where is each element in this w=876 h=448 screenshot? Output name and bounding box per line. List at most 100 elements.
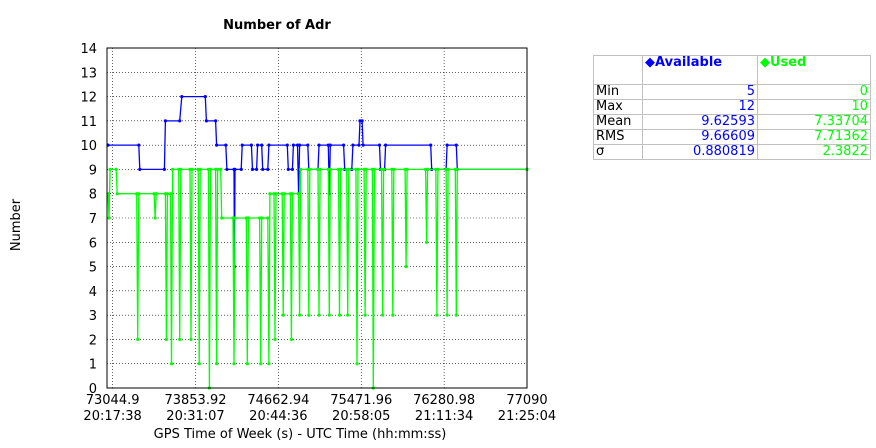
data-point-used (220, 216, 224, 220)
x-tick-label-gps: 75471.96 (330, 393, 392, 408)
data-point-used (364, 167, 368, 171)
data-point-available (255, 167, 259, 171)
y-tick-label: 7 (89, 212, 97, 227)
stats-available-value: 0.880819 (642, 144, 758, 160)
data-point-available (298, 143, 302, 147)
data-point-used (168, 192, 173, 196)
data-point-used (318, 167, 322, 171)
data-point-used (391, 313, 395, 317)
series-layer (106, 95, 529, 390)
data-point-used (219, 167, 223, 171)
data-point-used (327, 313, 331, 317)
y-axis-label: Number (9, 198, 24, 251)
data-point-used (355, 362, 359, 366)
data-point-used (299, 167, 303, 171)
data-point-available (317, 143, 321, 147)
y-tick-label: 14 (80, 42, 97, 57)
data-point-used (233, 216, 237, 220)
y-tick-label: 8 (89, 188, 97, 203)
data-point-used (273, 337, 277, 341)
stats-row-sigma: σ 0.880819 2.3822 (593, 144, 871, 160)
data-point-used (436, 167, 440, 171)
chart-title: Number of Adr (223, 18, 331, 33)
data-point-used (347, 167, 351, 171)
data-point-available (162, 167, 166, 171)
data-point-available (291, 143, 295, 147)
stats-available-value: 9.62593 (642, 114, 758, 130)
data-point-used (297, 192, 301, 196)
data-point-used (317, 313, 321, 317)
x-tick-label-utc: 21:25:04 (498, 409, 556, 424)
data-point-used (164, 337, 168, 341)
data-point-used (382, 167, 386, 171)
data-point-available (260, 143, 264, 147)
data-point-available (249, 143, 253, 147)
data-point-used (266, 216, 270, 220)
x-axis-label: GPS Time of Week (s) - UTC Time (hh:mm:s… (154, 427, 447, 442)
x-tick-label-gps: 73853.92 (164, 393, 226, 408)
data-point-used (405, 167, 409, 171)
stats-header-available-text: Available (655, 55, 723, 70)
data-point-used (114, 167, 118, 171)
data-point-used (154, 192, 158, 196)
y-tick-label: 1 (89, 358, 97, 373)
stats-used-value: 7.33704 (757, 114, 871, 130)
data-point-used (216, 167, 220, 171)
data-point-used (381, 313, 385, 317)
data-point-used (455, 167, 459, 171)
data-point-used (215, 362, 219, 366)
stats-used-value: 2.3822 (757, 144, 871, 160)
data-point-available (224, 143, 228, 147)
data-point-used (153, 216, 157, 220)
stats-used-value: 0 (757, 84, 871, 100)
y-tick-label: 12 (80, 91, 97, 106)
data-point-available (360, 119, 364, 123)
data-point-available (163, 119, 167, 123)
stats-used-value: 10 (757, 99, 871, 115)
data-point-available (233, 167, 237, 171)
data-point-available (214, 119, 218, 123)
stats-used-value: 7.71362 (757, 129, 871, 145)
data-point-used (107, 216, 111, 220)
data-point-used (108, 167, 112, 171)
data-point-used (454, 313, 458, 317)
y-tick-label: 2 (89, 333, 97, 348)
stats-header-available: ◆Available (642, 55, 758, 85)
x-tick-labels: 73044.920:17:3873853.9220:31:0774662.942… (83, 393, 556, 424)
data-point-available (342, 143, 346, 147)
x-tick-label-gps: 74662.94 (247, 393, 309, 408)
data-point-available (239, 167, 243, 171)
data-point-available (250, 167, 255, 171)
data-point-used (426, 167, 430, 171)
data-point-available (261, 167, 265, 171)
stats-available-value: 5 (642, 84, 758, 100)
plot-frame (106, 47, 528, 389)
data-point-used (267, 362, 271, 366)
data-point-available (240, 143, 244, 147)
stats-row-rms: RMS 9.66609 7.71362 (593, 129, 871, 145)
data-point-used (178, 337, 182, 341)
data-point-available (204, 119, 208, 123)
data-point-used (346, 313, 350, 317)
stats-label: RMS (593, 129, 643, 145)
data-point-used (289, 337, 293, 341)
data-point-used (208, 167, 213, 171)
data-point-used (363, 313, 367, 317)
data-point-used (404, 265, 408, 269)
x-tick-label-utc: 20:17:38 (83, 409, 141, 424)
data-point-used (282, 192, 286, 196)
y-tick-label: 4 (89, 285, 97, 300)
data-point-used (281, 313, 285, 317)
y-tick-label: 3 (89, 309, 97, 324)
data-point-available (137, 143, 141, 147)
data-point-used (115, 192, 119, 196)
data-point-available (267, 143, 271, 147)
x-tick-label-gps: 77090 (506, 393, 547, 408)
data-point-used (372, 167, 376, 171)
data-point-used (190, 167, 194, 171)
data-point-used (308, 167, 312, 171)
stats-header-row: ◆Available ◆Used (593, 55, 871, 85)
data-point-used (392, 167, 396, 171)
data-point-used (425, 240, 429, 244)
